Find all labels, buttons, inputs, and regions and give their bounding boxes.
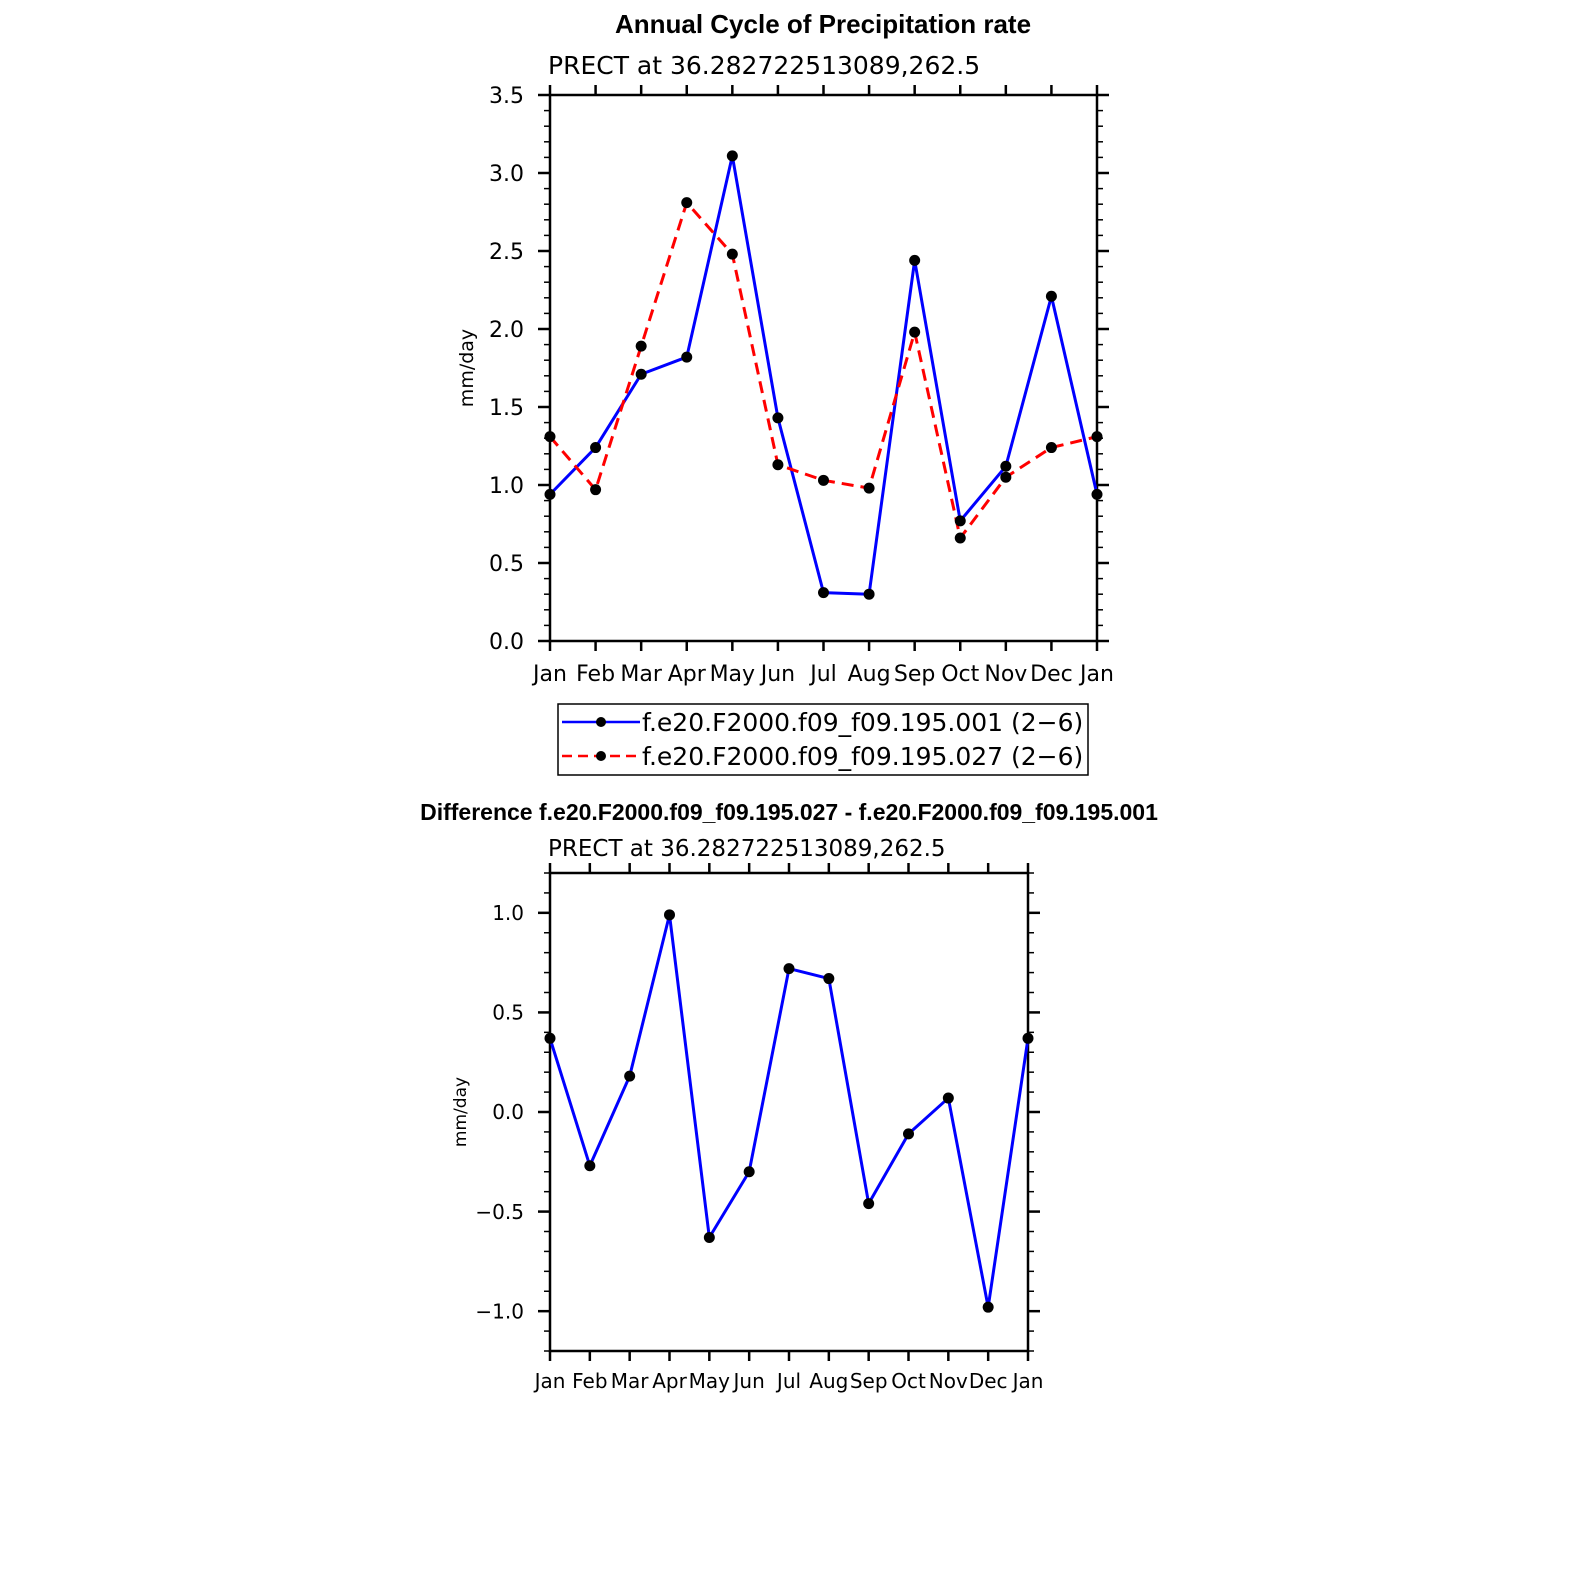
chart1-series-2-point — [544, 431, 556, 443]
chart2-x-tick-label: Apr — [652, 1369, 687, 1393]
chart1-series-1-point — [1000, 460, 1012, 472]
chart1-series-1-point — [1045, 290, 1057, 302]
chart1-y-tick-label: 0.0 — [489, 630, 524, 655]
chart1-ylabel: mm/day — [456, 329, 478, 407]
chart1-series-2-point — [909, 326, 921, 338]
chart1-plot-frame — [548, 93, 1099, 643]
chart1-x-tick-label: May — [710, 662, 755, 687]
chart2-x-tick-label: Jan — [1011, 1369, 1044, 1393]
chart2-series-1-point — [783, 963, 795, 975]
legend-marker-series-1 — [596, 717, 606, 727]
legend-box — [557, 703, 1089, 776]
chart2-x-tick-label: Oct — [891, 1369, 926, 1393]
chart1-x-tick-label: Oct — [941, 662, 979, 687]
chart1-series-2-point — [772, 459, 784, 471]
chart1-y-tick-label: 1.5 — [489, 396, 524, 421]
legend-label-series-2: f.e20.F2000.f09_f09.195.027 (2−6) — [642, 742, 1083, 771]
chart2-x-tick-label: Jul — [775, 1369, 801, 1393]
chart2-series-1-point — [544, 1032, 556, 1044]
chart1-series-2-point — [954, 532, 966, 544]
chart1-series-1-point — [681, 351, 693, 363]
chart2-series-1-point — [863, 1198, 875, 1210]
chart2-y-tick-label: −1.0 — [475, 1299, 524, 1323]
chart1-legend: f.e20.F2000.f09_f09.195.001 (2−6) f.e20.… — [557, 703, 1089, 776]
chart2-x-tick-label: Nov — [929, 1369, 968, 1393]
chart1-series-1-point — [726, 150, 738, 162]
chart2-series-1-point — [823, 973, 835, 985]
chart1-series-1-point — [1091, 488, 1103, 500]
chart1-series-2-point — [863, 482, 875, 494]
chart2-series-1-point — [982, 1301, 994, 1313]
chart1-series-1-point — [544, 488, 556, 500]
chart2-y-tick-label: −0.5 — [475, 1200, 524, 1224]
chart1-y-tick-label: 3.5 — [489, 84, 524, 109]
chart2-series-1-point — [942, 1092, 954, 1104]
chart1-series-2-point — [1045, 442, 1057, 454]
chart2-y-tick-label: 0.5 — [492, 1001, 524, 1025]
chart2-x-tick-label: Jan — [533, 1369, 566, 1393]
chart2-ylabel: mm/day — [451, 1077, 471, 1147]
chart2-series-1-point — [624, 1070, 636, 1082]
chart1-subtitle: PRECT at 36.282722513089,262.5 — [548, 51, 980, 80]
chart1-x-tick-label: Jan — [531, 662, 567, 687]
chart1-series-1-point — [954, 515, 966, 527]
chart2-series-1-point — [703, 1231, 715, 1243]
chart1-series-1-point — [909, 254, 921, 266]
chart2-subtitle: PRECT at 36.282722513089,262.5 — [548, 836, 946, 862]
chart1-x-tick-label: Nov — [984, 662, 1027, 687]
chart2-series-1-point — [903, 1128, 914, 1140]
chart2-title: Difference f.e20.F2000.f09_f09.195.027 -… — [420, 799, 1158, 825]
chart1-series-1-point — [635, 368, 647, 380]
chart1-x-tick-label: Dec — [1030, 662, 1073, 687]
chart1-series-1-point — [863, 588, 875, 600]
chart2-y-tick-label: 0.0 — [492, 1100, 524, 1124]
chart1-series-2-point — [635, 340, 647, 352]
chart2-series-1-point — [584, 1160, 596, 1172]
chart1-series-2-point — [590, 484, 602, 496]
chart2-y-tick-label: 1.0 — [492, 901, 524, 925]
chart2-x-tick-label: Aug — [809, 1369, 848, 1393]
chart2-series-1-point — [743, 1166, 755, 1178]
chart1-series-2-point — [681, 197, 693, 209]
chart2-x-tick-label: Feb — [572, 1369, 607, 1393]
chart1-series-1-point — [590, 442, 602, 454]
chart1-x-tick-label: Feb — [576, 662, 615, 687]
annual-cycle-chart: Annual Cycle of Precipitation rate PRECT… — [456, 9, 1114, 776]
chart2-plot-frame — [548, 871, 1030, 1353]
chart1-x-tick-label: Mar — [620, 662, 662, 687]
chart1-series-2-point — [1000, 471, 1012, 483]
chart1-x-tick-label: Sep — [894, 662, 935, 687]
chart1-x-tick-label: Aug — [848, 662, 891, 687]
legend-label-series-1: f.e20.F2000.f09_f09.195.001 (2−6) — [642, 708, 1083, 737]
chart1-series-2-point — [818, 474, 829, 486]
chart1-y-tick-label: 2.5 — [489, 240, 524, 265]
chart2-series-1-point — [1022, 1032, 1034, 1044]
chart1-series-1-point — [818, 587, 829, 599]
chart2-x-tick-label: Mar — [611, 1369, 650, 1393]
chart1-y-tick-label: 3.0 — [489, 162, 524, 187]
chart1-x-tick-label: Jun — [759, 662, 795, 687]
chart1-title: Annual Cycle of Precipitation rate — [615, 9, 1031, 39]
chart1-series-2-point — [726, 248, 738, 260]
chart1-y-tick-label: 2.0 — [489, 318, 524, 343]
chart2-series-1-point — [664, 909, 675, 921]
chart1-series-1-point — [772, 412, 784, 424]
chart1-series-line-2 — [548, 201, 1098, 540]
chart2-x-tick-label: Sep — [850, 1369, 888, 1393]
chart1-y-tick-label: 0.5 — [489, 552, 524, 577]
chart1-x-tick-label: Jan — [1078, 662, 1114, 687]
chart1-x-tick-label: Jul — [808, 662, 837, 687]
legend-marker-series-2 — [596, 751, 606, 761]
chart2-x-tick-label: Jun — [732, 1369, 765, 1393]
chart1-y-tick-label: 1.0 — [489, 474, 524, 499]
difference-chart: Difference f.e20.F2000.f09_f09.195.027 -… — [420, 799, 1158, 1393]
chart2-x-tick-label: May — [689, 1369, 731, 1393]
chart1-series-2-point — [1091, 431, 1103, 443]
chart1-x-tick-label: Apr — [668, 662, 707, 687]
chart2-x-tick-label: Dec — [969, 1369, 1008, 1393]
